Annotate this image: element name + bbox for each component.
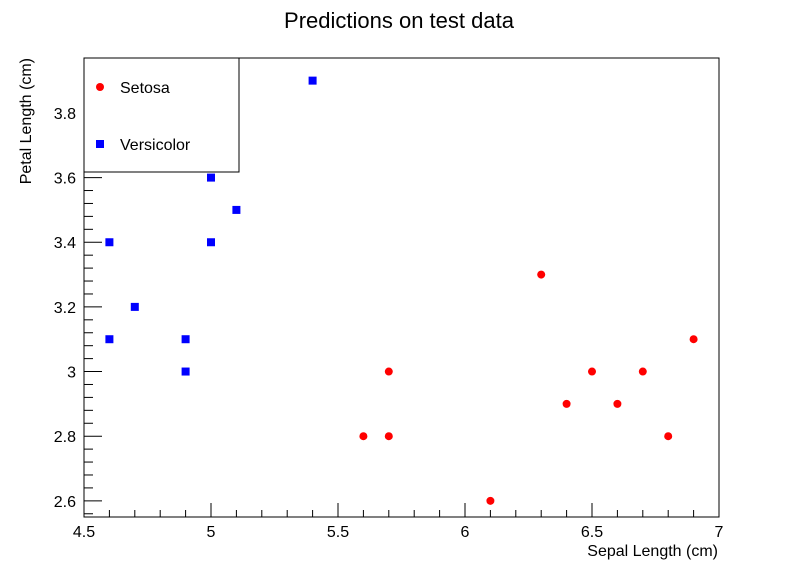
x-tick-label: 7	[715, 524, 724, 541]
data-point-setosa	[537, 270, 546, 279]
data-point-setosa	[384, 432, 393, 441]
data-point-setosa	[638, 367, 647, 376]
x-tick-label: 4.5	[73, 524, 95, 541]
legend-label-versicolor: Versicolor	[120, 137, 191, 154]
data-point-setosa	[384, 367, 393, 376]
y-tick-label: 3.8	[54, 106, 76, 123]
y-tick-label: 3.6	[54, 171, 76, 188]
x-tick-label: 5	[207, 524, 216, 541]
legend-box	[83, 57, 240, 173]
data-point-versicolor	[308, 76, 317, 85]
data-point-versicolor	[207, 173, 215, 182]
chart-title: Predictions on test data	[284, 8, 515, 33]
plot-frame	[83, 57, 720, 518]
y-tick-label: 3.2	[54, 300, 76, 317]
data-point-versicolor	[105, 335, 114, 344]
data-point-setosa	[664, 432, 673, 441]
data-point-versicolor	[181, 335, 190, 344]
x-tick-label: 5.5	[327, 524, 349, 541]
data-point-setosa	[613, 399, 622, 408]
y-tick-label: 3.4	[54, 235, 76, 252]
y-tick-label: 3	[67, 365, 76, 382]
x-tick-label: 6.5	[581, 524, 603, 541]
y-axis-ticks: 2.6 2.8 3 3.2 3.4 3.6 3.8	[54, 60, 102, 515]
legend-label-setosa: Setosa	[120, 80, 170, 97]
legend-marker-setosa	[96, 83, 104, 91]
data-point-versicolor	[181, 367, 190, 376]
data-point-setosa	[486, 496, 495, 505]
x-axis-label: Sepal Length (cm)	[587, 543, 718, 560]
data-point-setosa	[562, 399, 571, 408]
plot-area: 4.5 5 5.5 6 6.5 7 2.6 2.8 3 3.2 3.4 3.6 3.8	[54, 57, 724, 541]
data-point-setosa	[359, 432, 368, 441]
x-axis-ticks: 4.5 5 5.5 6 6.5 7	[73, 503, 724, 541]
data-point-setosa	[689, 335, 698, 344]
data-points	[105, 76, 698, 505]
data-point-setosa	[588, 367, 596, 376]
data-point-versicolor	[105, 238, 114, 247]
x-tick-label: 6	[461, 524, 470, 541]
y-tick-label: 2.6	[54, 494, 76, 511]
y-axis-label: Petal Length (cm)	[18, 58, 35, 184]
legend-marker-versicolor	[96, 140, 104, 148]
data-point-versicolor	[207, 238, 215, 247]
data-point-versicolor	[130, 302, 139, 311]
legend: Setosa Versicolor	[83, 57, 240, 173]
data-point-versicolor	[232, 205, 241, 214]
y-tick-label: 2.8	[54, 429, 76, 446]
